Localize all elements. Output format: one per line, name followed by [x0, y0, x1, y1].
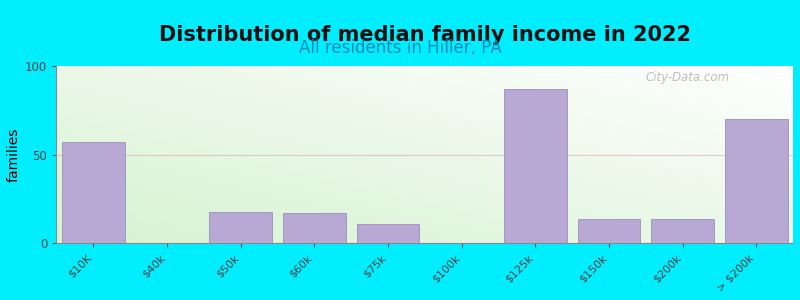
Text: City-Data.com: City-Data.com [646, 71, 730, 84]
Bar [725, 119, 787, 244]
Bar [357, 224, 419, 244]
Title: Distribution of median family income in 2022: Distribution of median family income in … [158, 25, 690, 45]
Bar [283, 213, 346, 244]
Bar [651, 219, 714, 244]
Bar [210, 212, 272, 244]
Text: All residents in Hiller, PA: All residents in Hiller, PA [298, 39, 502, 57]
Bar [504, 89, 566, 244]
Bar [578, 219, 640, 244]
Y-axis label: families: families [7, 128, 21, 182]
Bar [62, 142, 125, 244]
